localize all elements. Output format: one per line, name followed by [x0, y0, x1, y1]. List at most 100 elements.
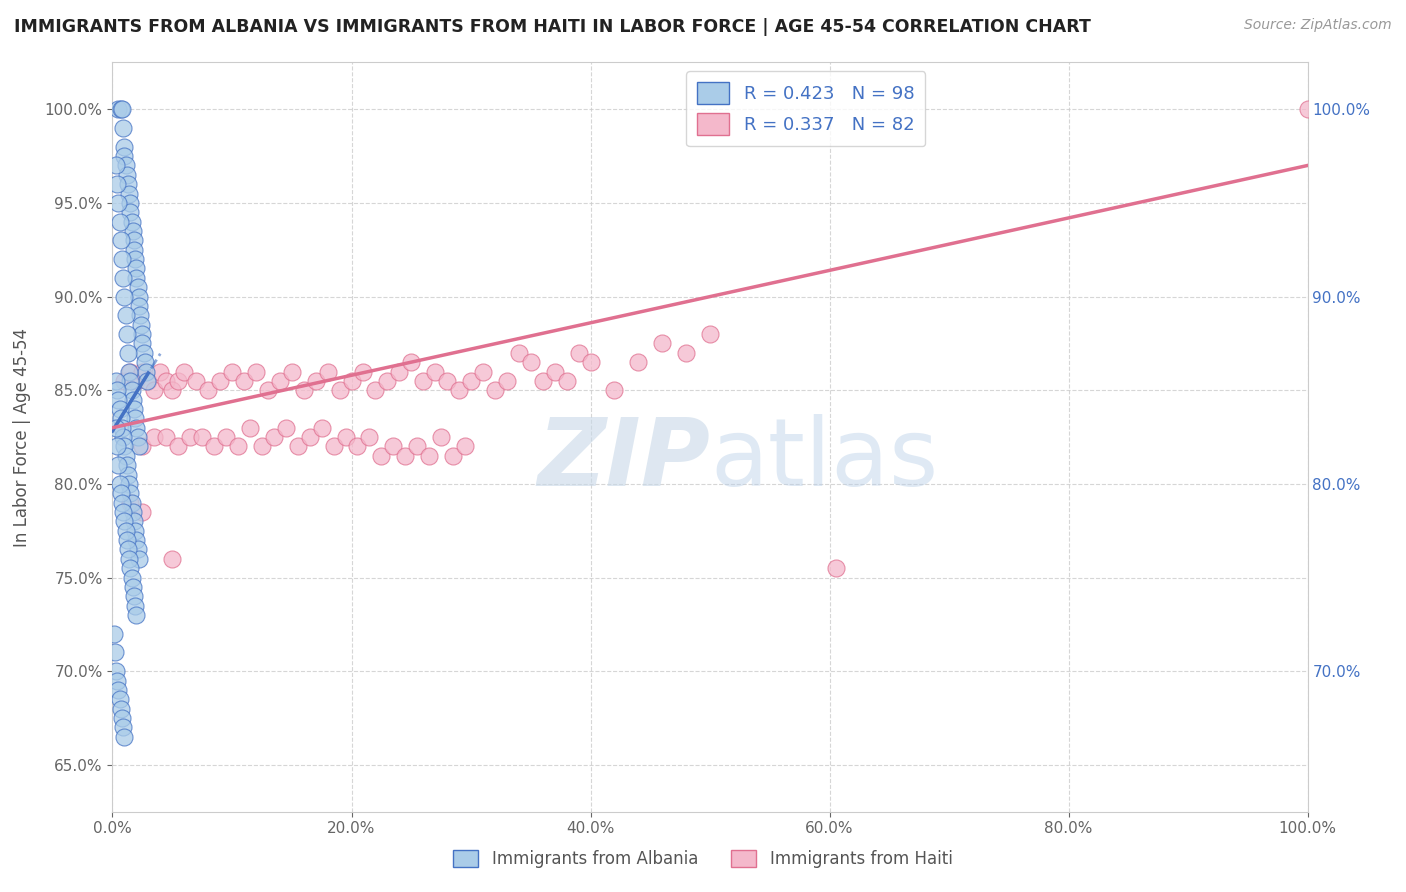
Point — [110, 701, 132, 715]
Point — [131, 326, 153, 341]
Point — [125, 270, 148, 285]
Point — [125, 533, 148, 547]
Point — [108, 692, 131, 706]
Point — [454, 439, 477, 453]
Point — [233, 374, 256, 388]
Point — [436, 374, 458, 388]
Point — [124, 599, 146, 613]
Text: ZIP: ZIP — [537, 414, 710, 506]
Point — [125, 374, 148, 388]
Point — [406, 439, 429, 453]
Point — [322, 439, 344, 453]
Point — [340, 374, 363, 388]
Point — [124, 524, 146, 538]
Point — [107, 195, 129, 210]
Point — [131, 439, 153, 453]
Point — [245, 364, 267, 378]
Point — [447, 383, 470, 397]
Point — [127, 430, 149, 444]
Point — [131, 505, 153, 519]
Point — [108, 476, 131, 491]
Point — [124, 411, 146, 425]
Point — [121, 392, 143, 407]
Point — [127, 280, 149, 294]
Point — [388, 364, 411, 378]
Point — [120, 195, 142, 210]
Point — [508, 345, 530, 359]
Point — [149, 364, 172, 378]
Point — [579, 355, 602, 369]
Y-axis label: In Labor Force | Age 45-54: In Labor Force | Age 45-54 — [13, 327, 31, 547]
Point — [114, 149, 135, 163]
Text: Source: ZipAtlas.com: Source: ZipAtlas.com — [1244, 18, 1392, 32]
Point — [105, 177, 128, 191]
Point — [460, 374, 482, 388]
Point — [131, 364, 153, 378]
Point — [441, 449, 464, 463]
Point — [186, 374, 208, 388]
Point — [292, 383, 315, 397]
Point — [675, 345, 697, 359]
Point — [128, 551, 150, 566]
Point — [129, 318, 152, 332]
Point — [121, 224, 143, 238]
Point — [110, 233, 132, 247]
Point — [132, 345, 155, 359]
Point — [105, 420, 128, 434]
Legend: R = 0.423   N = 98, R = 0.337   N = 82: R = 0.423 N = 98, R = 0.337 N = 82 — [686, 71, 925, 146]
Point — [111, 102, 134, 116]
Point — [305, 374, 328, 388]
Point — [124, 252, 146, 266]
Point — [115, 458, 138, 472]
Point — [134, 355, 156, 369]
Point — [472, 364, 495, 378]
Point — [221, 364, 243, 378]
Point — [120, 495, 142, 509]
Point — [135, 364, 157, 378]
Point — [122, 589, 145, 603]
Point — [122, 514, 145, 528]
Point — [108, 401, 131, 416]
Point — [128, 439, 150, 453]
Point — [699, 326, 721, 341]
Point — [394, 449, 416, 463]
Point — [111, 495, 134, 509]
Point — [121, 571, 143, 585]
Point — [155, 430, 177, 444]
Point — [125, 607, 148, 622]
Point — [197, 383, 219, 397]
Point — [115, 533, 138, 547]
Point — [120, 374, 142, 388]
Point — [104, 646, 127, 660]
Point — [155, 374, 177, 388]
Text: IMMIGRANTS FROM ALBANIA VS IMMIGRANTS FROM HAITI IN LABOR FORCE | AGE 45-54 CORR: IMMIGRANTS FROM ALBANIA VS IMMIGRANTS FR… — [14, 18, 1091, 36]
Point — [274, 420, 297, 434]
Point — [531, 374, 554, 388]
Point — [329, 383, 352, 397]
Point — [824, 561, 846, 575]
Point — [107, 683, 129, 698]
Point — [191, 430, 214, 444]
Point — [107, 102, 129, 116]
Point — [107, 392, 129, 407]
Point — [418, 449, 440, 463]
Point — [179, 430, 201, 444]
Point — [1296, 102, 1319, 116]
Point — [287, 439, 309, 453]
Point — [111, 711, 134, 725]
Point — [118, 476, 141, 491]
Point — [114, 289, 135, 303]
Point — [603, 383, 626, 397]
Point — [125, 261, 148, 276]
Point — [105, 374, 128, 388]
Point — [112, 270, 135, 285]
Point — [105, 664, 128, 679]
Point — [128, 289, 150, 303]
Point — [114, 158, 136, 172]
Point — [120, 486, 142, 500]
Point — [112, 120, 135, 135]
Point — [162, 383, 183, 397]
Point — [520, 355, 543, 369]
Point — [364, 383, 387, 397]
Point — [112, 430, 135, 444]
